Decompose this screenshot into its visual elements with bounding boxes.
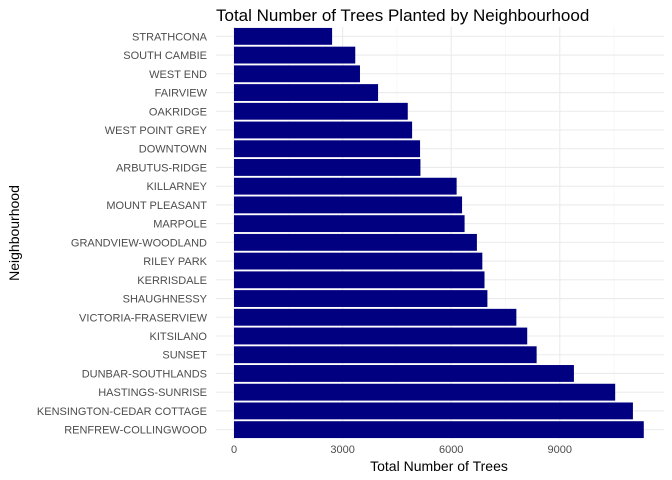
y-tick-label: KENSINGTON-CEDAR COTTAGE [37,406,207,418]
x-tick-labels: 0 3000 6000 9000 [231,444,572,456]
bar-downtown [234,140,421,158]
y-tick-label: GRANDVIEW-WOODLAND [71,237,207,249]
y-tick-label: STRATHCONA [132,31,208,43]
x-tick-label: 6000 [439,444,463,456]
y-tick-label: MARPOLE [153,219,207,231]
y-tick-label: SOUTH CAMBIE [123,50,207,62]
bar-fairview [234,84,379,101]
y-tick-labels: STRATHCONA SOUTH CAMBIE WEST END FAIRVIEW OA… [37,31,208,436]
y-tick-label: ARBUTUS-RIDGE [116,162,207,174]
y-tick-label: FAIRVIEW [155,88,208,100]
bar-kerrisdale [234,271,485,289]
bars [234,27,644,439]
y-tick-label: WEST END [149,69,207,81]
bar-sunset [234,346,537,364]
y-tick-label: KERRISDALE [137,275,207,287]
y-tick-label: DOWNTOWN [139,144,207,156]
y-tick-label: MOUNT PLEASANT [106,200,207,212]
y-tick-label: RENFREW-COLLINGWOOD [64,425,207,437]
x-tick-label: 3000 [330,444,354,456]
bar-marpole [234,215,465,233]
bar-riley-park [234,252,483,270]
bar-hastings-sunrise [234,383,616,401]
y-tick-label: RILEY PARK [143,256,207,268]
bar-victoria-fraserview [234,308,517,326]
bar-kitsilano [234,327,528,345]
bar-dunbar-southlands [234,365,574,382]
y-tick-label: SHAUGHNESSY [123,294,208,306]
bar-killarney [234,177,457,195]
x-tick-label: 0 [231,444,237,456]
bar-renfrew-collingwood [234,421,644,439]
y-tick-label: HASTINGS-SUNRISE [98,387,207,399]
y-tick-label: OAKRIDGE [149,106,207,118]
bar-south-cambie [234,46,356,64]
y-tick-label: WEST POINT GREY [105,125,208,137]
bar-strathcona [234,27,333,45]
x-tick-label: 9000 [548,444,572,456]
bar-grandview-woodland [234,233,477,251]
y-axis-title: Neighbourhood [6,185,22,281]
bar-shaughnessy [234,290,488,307]
bar-arbutus-ridge [234,159,421,176]
bar-kensington-cedar-cottage [234,402,633,420]
bar-mount-pleasant [234,196,463,214]
x-axis-title: Total Number of Trees [370,458,508,474]
y-tick-label: KILLARNEY [146,181,207,193]
y-tick-label: DUNBAR-SOUTHLANDS [82,368,207,380]
y-tick-label: KITSILANO [150,331,208,343]
bar-oakridge [234,102,408,120]
chart-title: Total Number of Trees Planted by Neighbo… [216,6,589,25]
bar-west-point-grey [234,121,413,139]
bar-west-end [234,65,360,83]
y-tick-label: VICTORIA-FRASERVIEW [79,312,208,324]
y-tick-label: SUNSET [162,350,207,362]
